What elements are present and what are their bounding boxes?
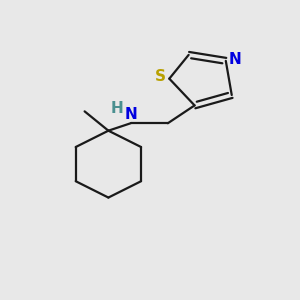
Text: N: N (124, 107, 137, 122)
Text: H: H (111, 101, 124, 116)
Text: N: N (229, 52, 242, 67)
Text: S: S (155, 69, 166, 84)
